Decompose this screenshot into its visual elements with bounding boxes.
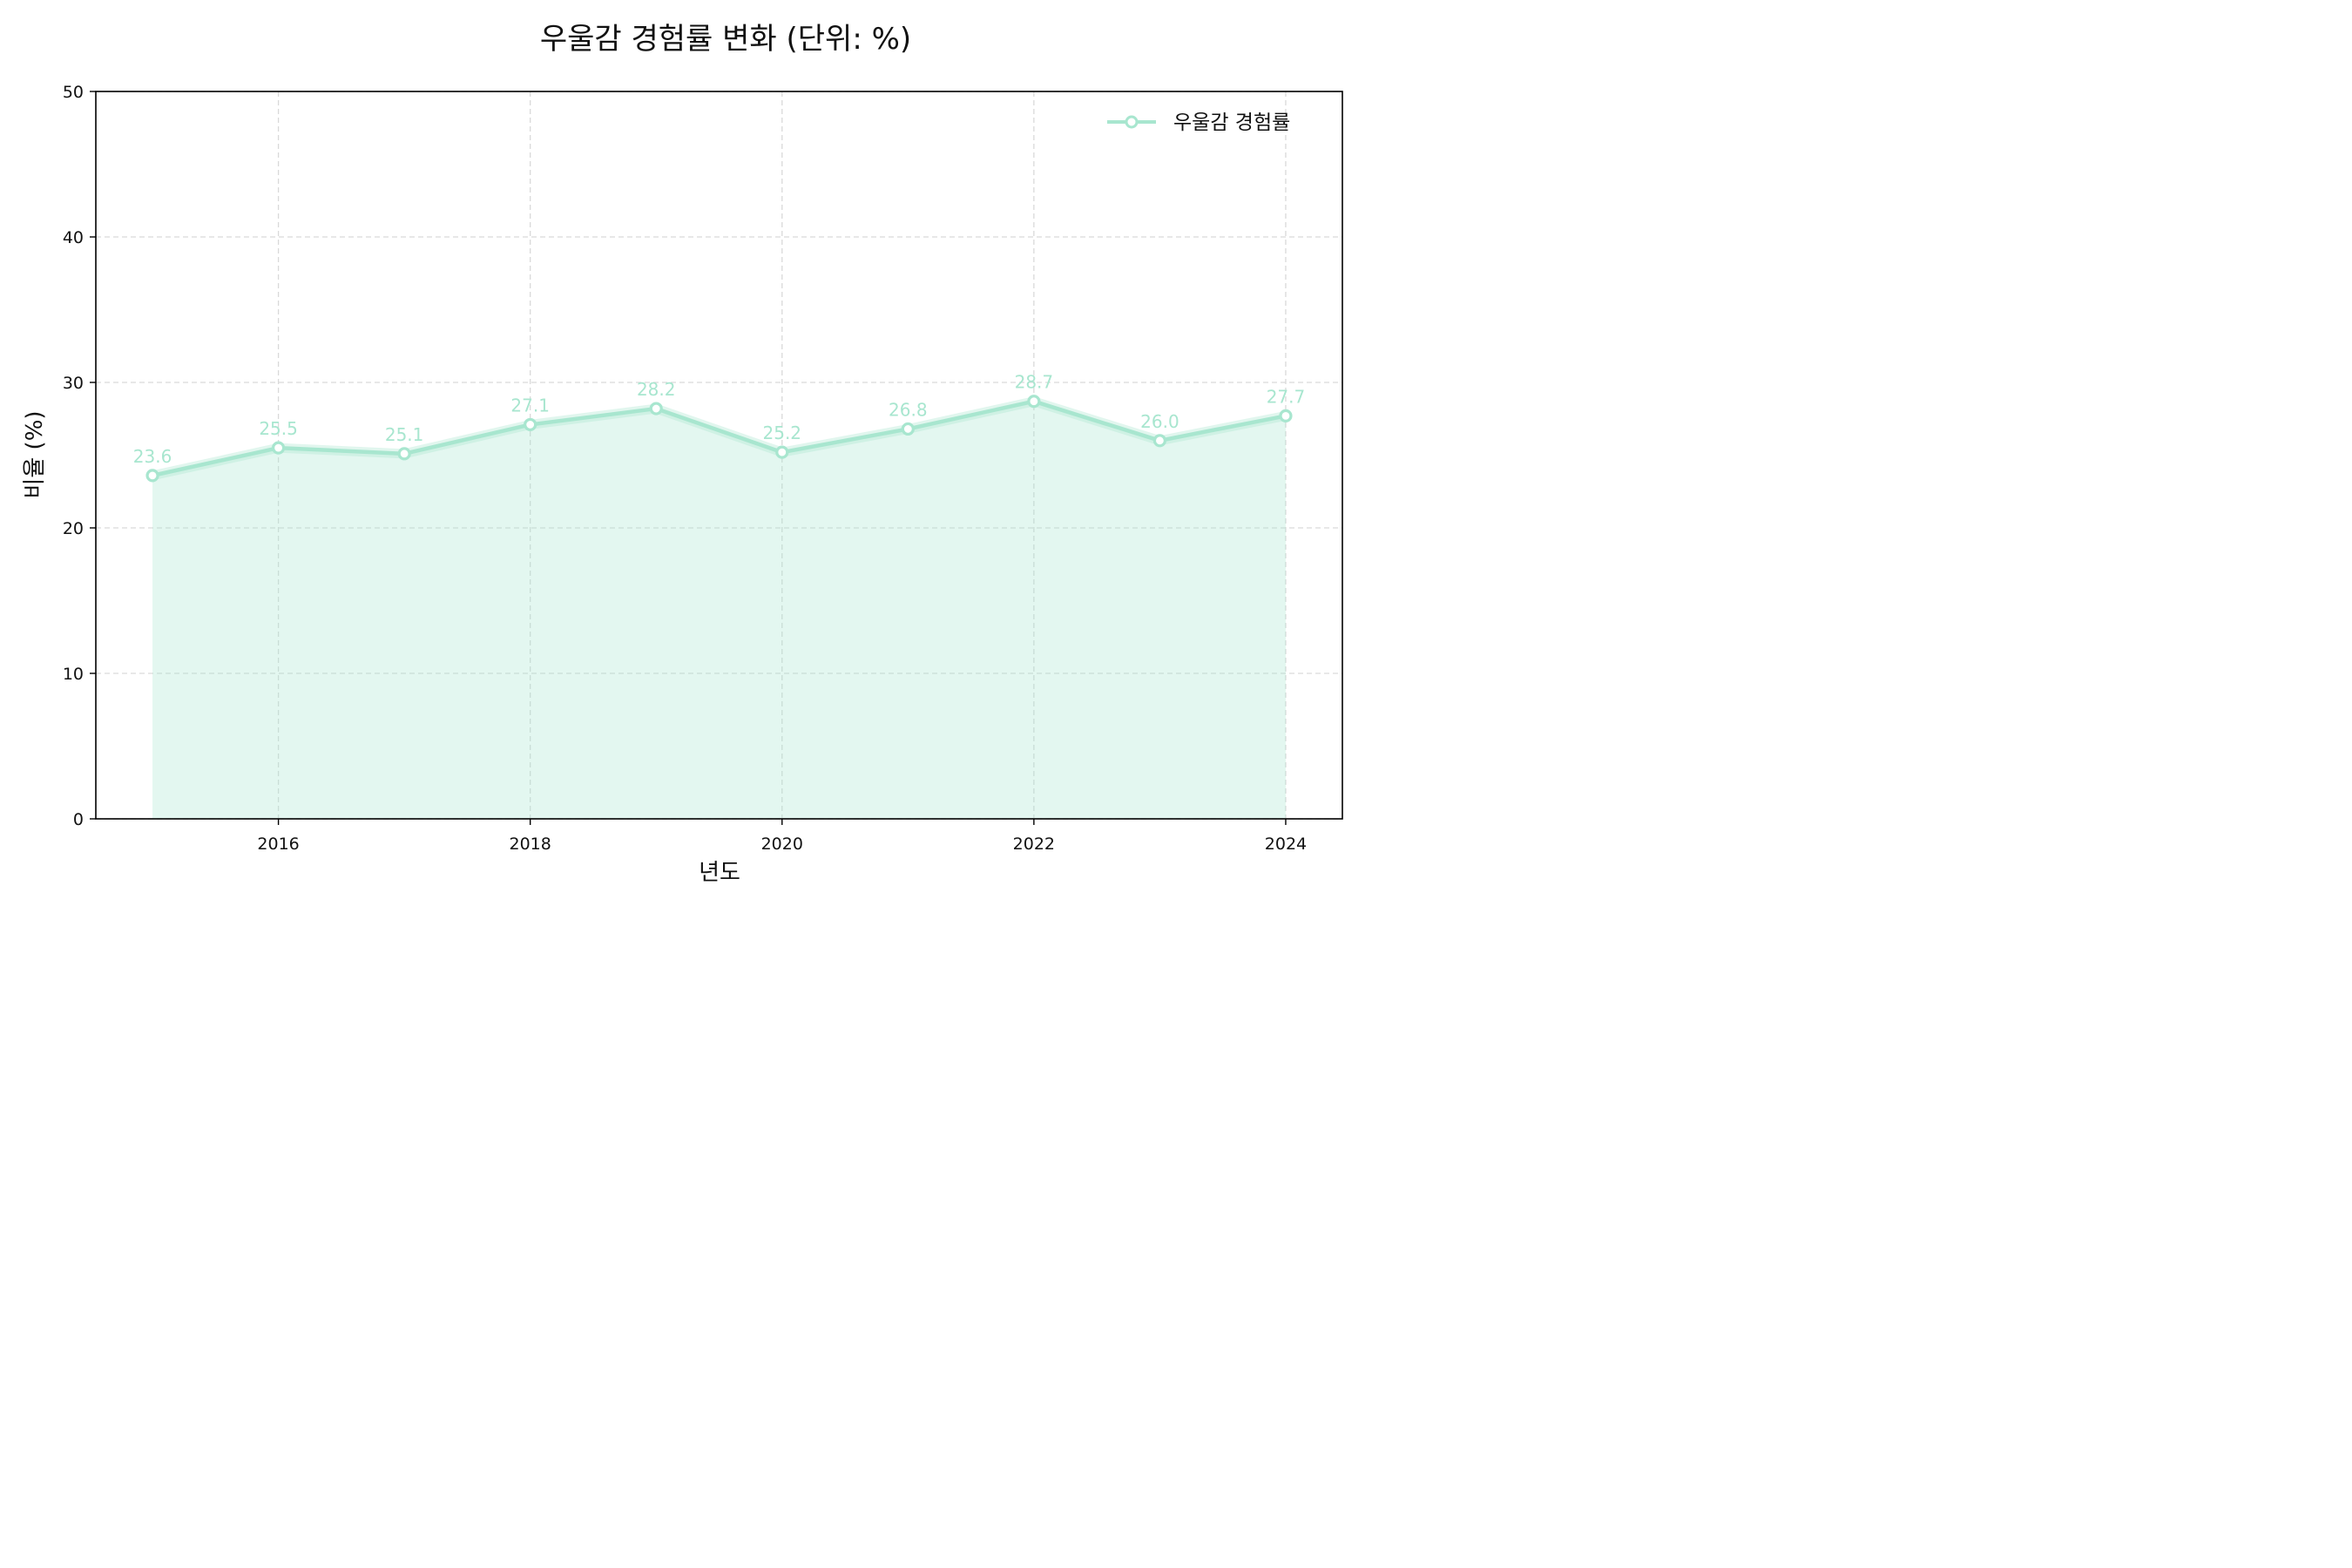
y-axis-label: 비율 (%) [22, 410, 48, 498]
y-tick-label: 40 [63, 228, 84, 247]
data-point [145, 469, 159, 483]
data-point [1027, 395, 1041, 409]
data-label: 25.5 [259, 418, 298, 439]
data-point [649, 402, 663, 416]
data-label: 23.6 [133, 446, 172, 467]
y-tick-label: 10 [63, 665, 84, 684]
data-point [524, 417, 537, 432]
data-label: 25.2 [763, 422, 802, 443]
legend: 우울감 경험률 [1107, 112, 1290, 134]
data-label: 27.1 [510, 395, 550, 416]
axes-frame [95, 91, 1343, 820]
data-label: 27.7 [1267, 386, 1306, 407]
data-point [397, 447, 411, 461]
chart: 우울감 경험률 변화 (단위: %) 23.625.5 25.127.128.22… [22, 22, 1343, 886]
data-label: 26.0 [1140, 411, 1179, 432]
legend-marker [1125, 115, 1139, 129]
data-point [271, 441, 286, 455]
x-axis-label: 년도 [699, 860, 740, 886]
x-tick-label: 2020 [761, 835, 803, 854]
data-label: 25.1 [385, 424, 424, 445]
x-tick-label: 2016 [257, 835, 299, 854]
series-area [152, 401, 1286, 819]
legend-label: 우울감 경험률 [1173, 112, 1290, 134]
data-point [1152, 434, 1167, 448]
y-tick-label: 50 [63, 83, 84, 102]
x-tick-label: 2022 [1013, 835, 1055, 854]
x-tick-label: 2018 [510, 835, 551, 854]
data-label: 26.8 [889, 399, 928, 420]
series-line [152, 399, 1287, 478]
plot-area: 23.6 25.5 25.1 27.1 28.2 25.2 26.8 28.7 26.0 27.7… [63, 83, 1343, 854]
data-label: 28.2 [637, 379, 676, 400]
data-point [775, 445, 789, 459]
data-label: 28.7 [1015, 372, 1054, 393]
data-point [1279, 409, 1293, 423]
chart-title: 우울감 경험률 변화 (단위: %) [540, 22, 911, 57]
data-point [901, 422, 915, 436]
y-tick-label: 30 [63, 374, 84, 393]
x-tick-label: 2024 [1265, 835, 1307, 854]
y-tick-label: 0 [73, 810, 84, 829]
y-tick-label: 20 [63, 519, 84, 538]
